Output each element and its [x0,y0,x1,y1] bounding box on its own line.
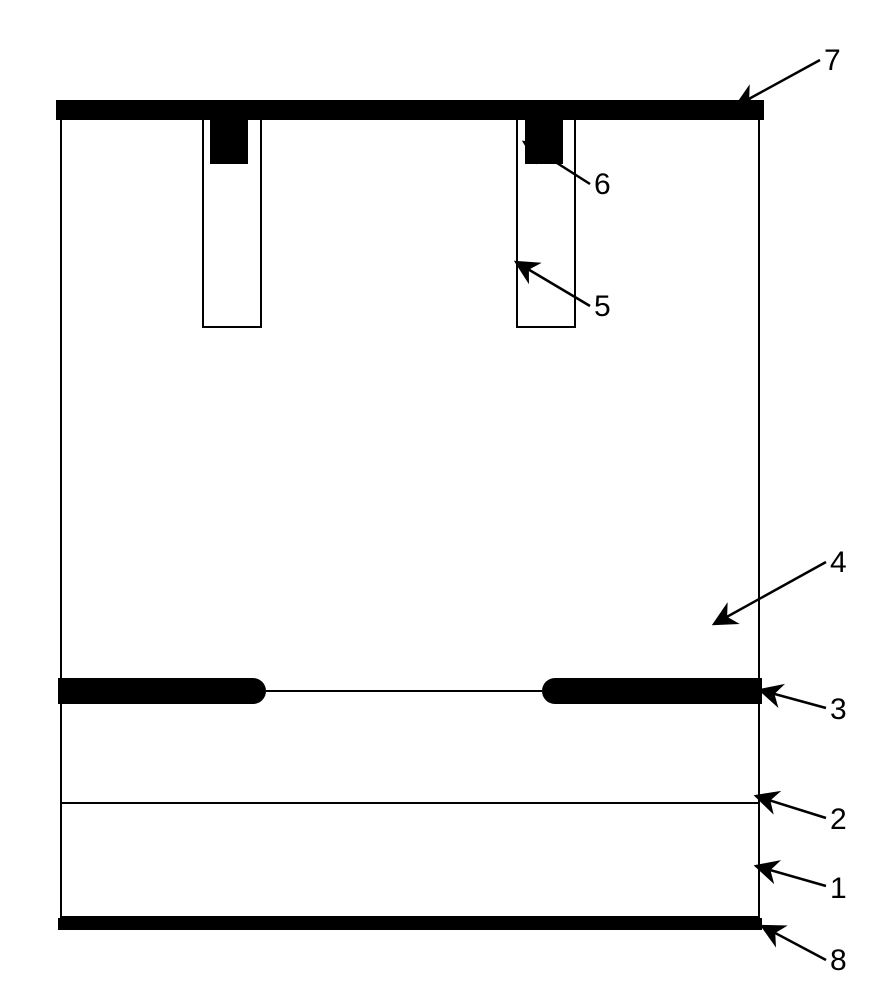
arrow-1 [756,866,826,886]
arrow-2 [756,796,826,818]
label-4: 4 [830,546,847,580]
arrow-6 [524,142,590,184]
label-2: 2 [830,803,847,837]
label-3: 3 [830,693,847,727]
arrow-4 [714,562,826,624]
label-6: 6 [594,168,611,202]
label-8: 8 [830,944,847,978]
label-7: 7 [824,44,841,78]
label-5: 5 [594,290,611,324]
label-1: 1 [830,872,847,906]
arrow-3 [760,690,826,708]
arrow-8 [762,926,826,960]
arrow-5 [516,262,590,306]
arrow-7 [736,60,820,106]
arrows-svg [0,0,879,1000]
